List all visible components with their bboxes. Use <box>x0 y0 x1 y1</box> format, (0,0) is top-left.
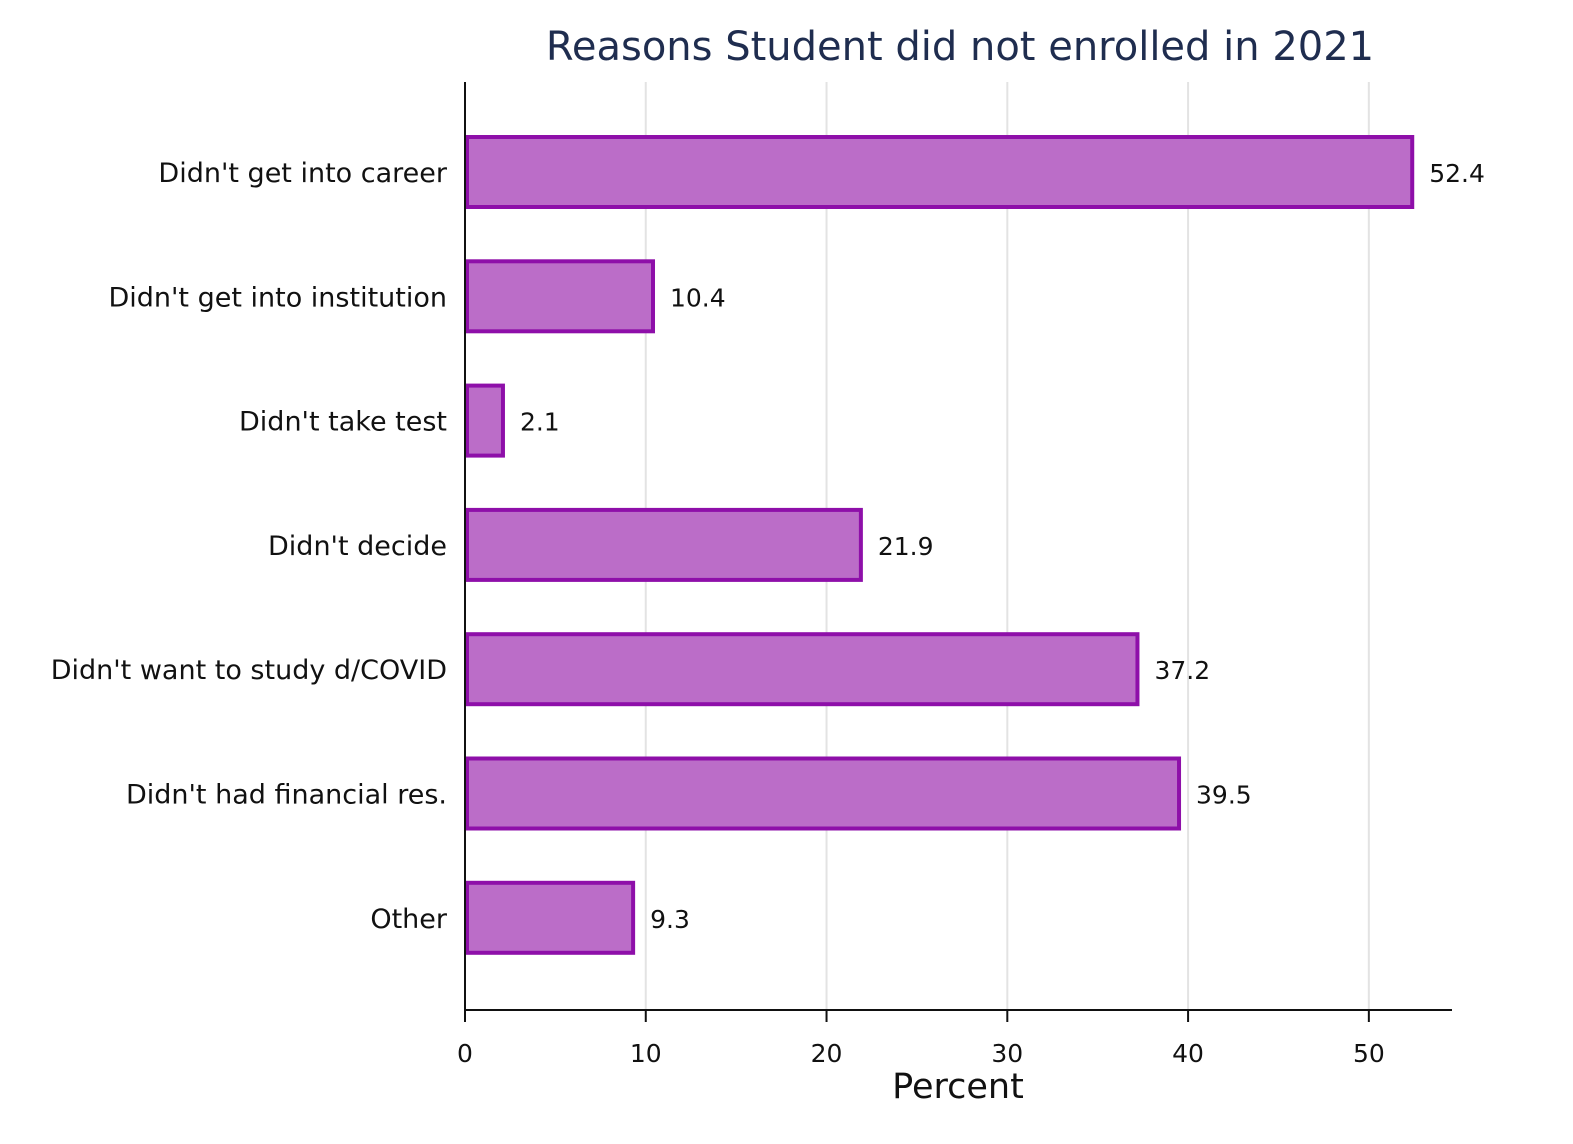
x-tick-label: 30 <box>991 1039 1023 1068</box>
value-label: 52.4 <box>1429 159 1485 188</box>
bars: Didn't get into career 52.4 Didn't get int… <box>51 135 1485 955</box>
x-tick-label: 50 <box>1353 1039 1385 1068</box>
value-label: 2.1 <box>520 408 560 437</box>
category-label: Other <box>370 904 448 935</box>
x-tick-label: 0 <box>457 1039 473 1068</box>
bar <box>465 259 655 334</box>
category-label: Didn't take test <box>239 407 447 438</box>
category-label: Didn't had financial res. <box>126 780 447 811</box>
value-label: 9.3 <box>650 905 690 934</box>
category-label: Didn't want to study d/COVID <box>51 655 447 686</box>
value-label: 37.2 <box>1154 656 1210 685</box>
value-label: 21.9 <box>878 532 934 561</box>
value-label: 10.4 <box>670 283 726 312</box>
chart-title: Reasons Student did not enrolled in 2021 <box>546 24 1374 70</box>
x-tick-label: 40 <box>1172 1039 1204 1068</box>
bar <box>465 632 1140 707</box>
bar <box>465 383 505 458</box>
x-tick-label: 20 <box>811 1039 843 1068</box>
bar <box>465 880 636 955</box>
axes: 0 10 20 30 40 50 <box>457 82 1452 1068</box>
x-tick-label: 10 <box>630 1039 662 1068</box>
value-label: 39.5 <box>1196 781 1252 810</box>
bar <box>465 756 1182 831</box>
category-label: Didn't get into institution <box>108 282 447 313</box>
bar <box>465 135 1415 209</box>
bar <box>465 507 863 582</box>
category-label: Didn't decide <box>268 531 447 562</box>
category-label: Didn't get into career <box>158 158 447 189</box>
gridlines <box>644 82 1370 1010</box>
x-axis-label: Percent <box>892 1067 1024 1107</box>
